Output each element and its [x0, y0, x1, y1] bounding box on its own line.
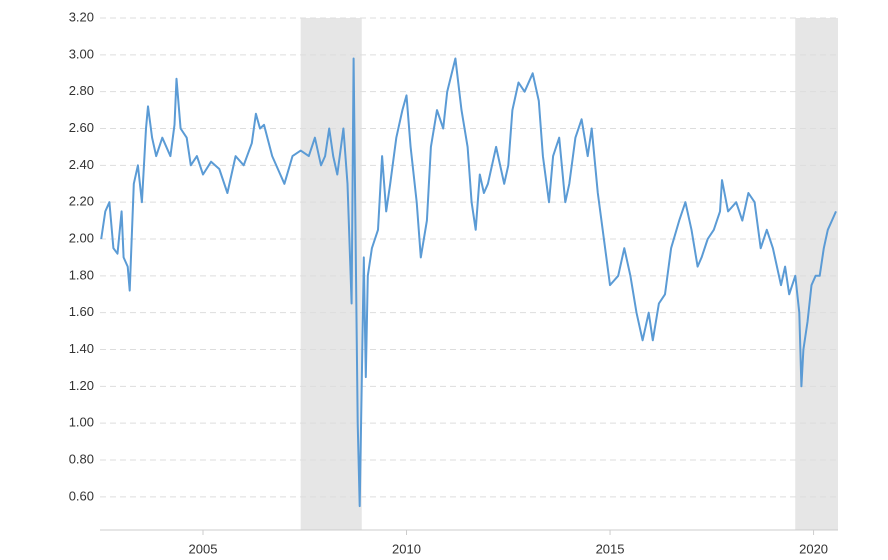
x-tick-label: 2005: [189, 541, 218, 556]
y-tick-label: 1.80: [69, 267, 94, 282]
y-tick-label: 1.60: [69, 304, 94, 319]
y-tick-label: 1.20: [69, 378, 94, 393]
y-tick-label: 2.60: [69, 120, 94, 135]
y-tick-label: 2.40: [69, 157, 94, 172]
data-line: [100, 57, 837, 508]
y-tick-label: 2.00: [69, 230, 94, 245]
y-tick-label: 0.80: [69, 451, 94, 466]
x-tick-label: 2020: [799, 541, 828, 556]
y-tick-label: 1.00: [69, 415, 94, 430]
x-tick-label: 2010: [392, 541, 421, 556]
y-tick-label: 0.60: [69, 488, 94, 503]
y-tick-label: 2.20: [69, 194, 94, 209]
y-tick-label: 2.80: [69, 83, 94, 98]
y-tick-label: 3.00: [69, 46, 94, 61]
y-tick-label: 1.40: [69, 341, 94, 356]
y-tick-label: 3.20: [69, 9, 94, 24]
recession-shade: [795, 18, 838, 530]
x-tick-label: 2015: [596, 541, 625, 556]
